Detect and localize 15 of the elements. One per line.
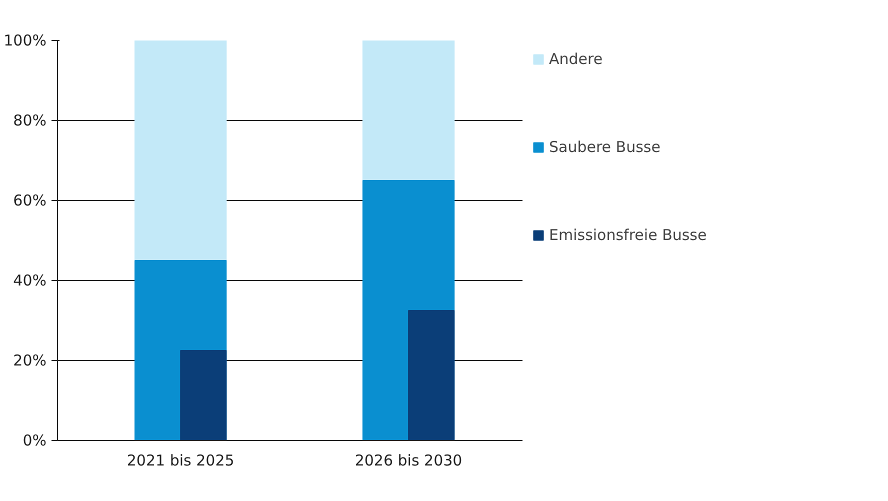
bar <box>408 310 455 440</box>
legend-label: Andere <box>549 50 603 68</box>
y-tick-label: 40% <box>13 272 47 290</box>
y-tick-label: 80% <box>13 112 47 130</box>
x-tick-label: 2026 bis 2030 <box>354 452 462 470</box>
y-tick-label: 0% <box>22 432 46 450</box>
bar <box>362 40 455 181</box>
y-tick-label: 60% <box>13 192 47 210</box>
x-tick-label: 2021 bis 2025 <box>126 452 234 470</box>
legend-label: Saubere Busse <box>549 138 660 156</box>
y-tick-label: 100% <box>4 32 47 50</box>
y-tick-label: 20% <box>13 352 47 370</box>
bar <box>134 40 227 261</box>
bar <box>180 350 227 440</box>
legend-label: Emissionsfreie Busse <box>549 226 707 244</box>
